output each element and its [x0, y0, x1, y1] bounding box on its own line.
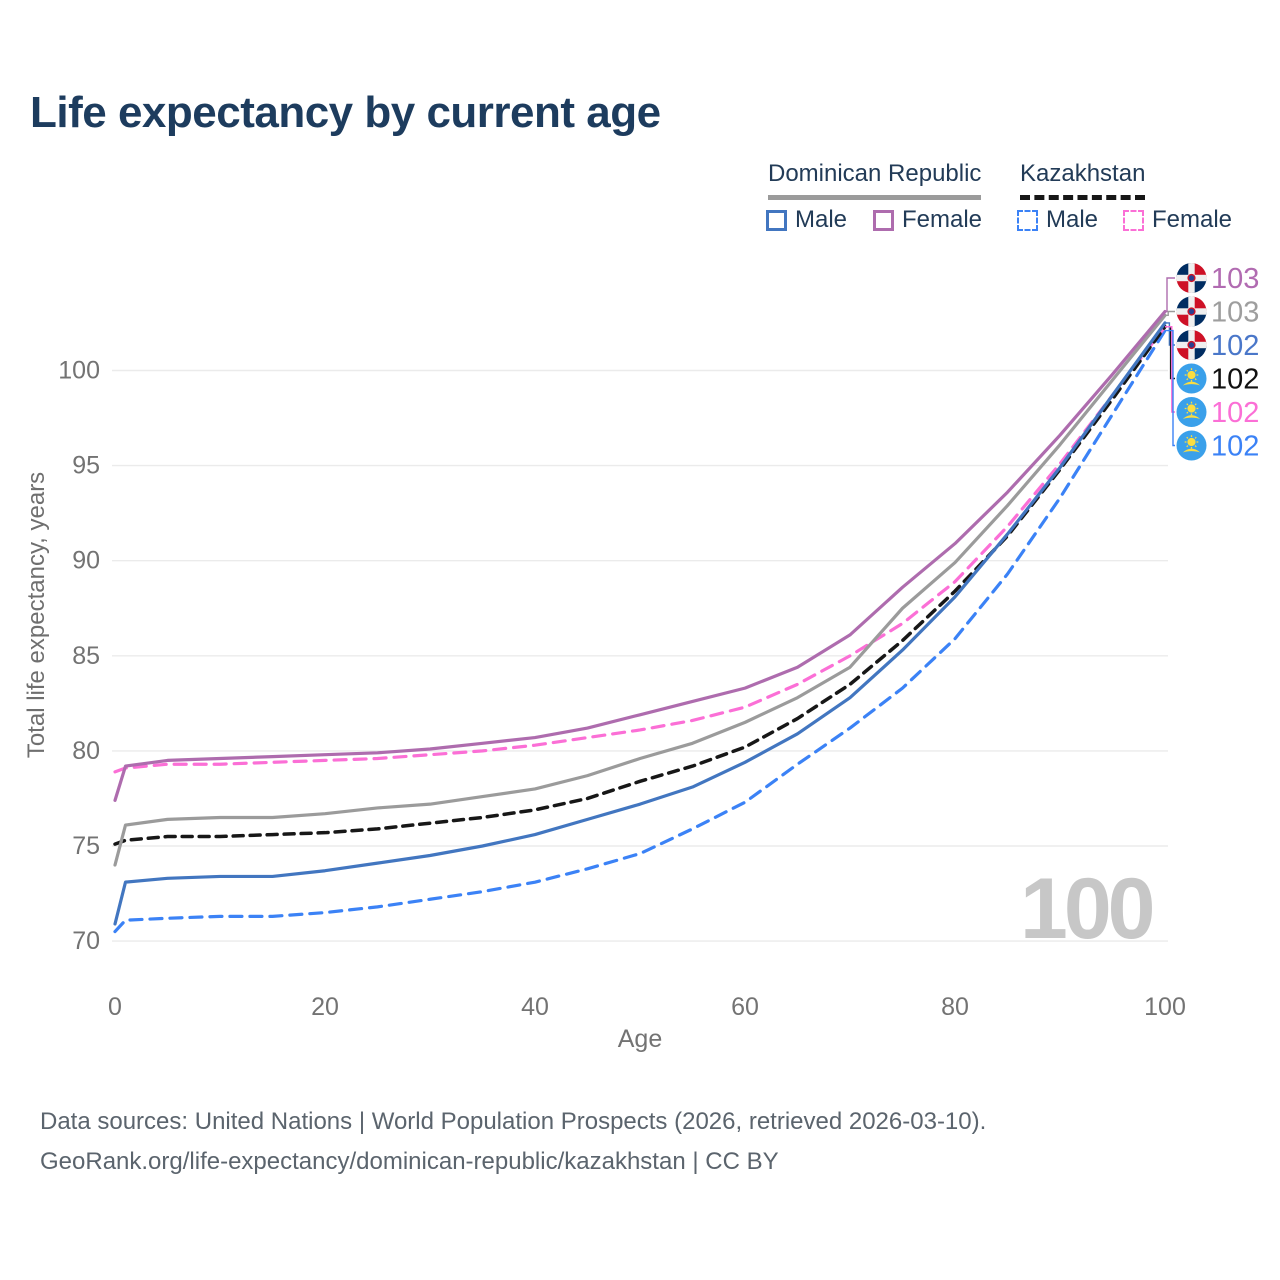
line-kazakhstan-male[interactable] [113, 328, 1167, 934]
y-tick-label: 80 [72, 737, 100, 765]
legend-item-label: Female [902, 206, 983, 233]
end-value-label-dominican-republic-male: 102 [1211, 330, 1259, 362]
legend-group-dominican-republic[interactable]: Dominican Republic [768, 160, 982, 200]
line-dominican-republic-male[interactable] [113, 321, 1167, 926]
legend-item-label: Male [795, 206, 848, 233]
attribution-note: GeoRank.org/life-expectancy/dominican-re… [40, 1148, 779, 1175]
x-axis-title: Age [618, 1025, 662, 1053]
y-tick-label: 70 [72, 927, 100, 955]
y-tick-label: 75 [72, 832, 100, 860]
legend-item-kz-male[interactable]: Male [1017, 206, 1098, 234]
dominican-republic-flag-icon [1176, 296, 1207, 327]
data-sources-note: Data sources: United Nations | World Pop… [40, 1108, 987, 1135]
dominican-republic-flag-icon [1176, 263, 1207, 293]
x-tick-label: 80 [941, 993, 969, 1021]
legend-item-dr-male[interactable]: Male [766, 206, 847, 234]
page-title: Life expectancy by current age [30, 88, 661, 137]
dominican-republic-flag-icon [1176, 330, 1207, 360]
y-tick-label: 85 [72, 642, 100, 670]
legend-item-kz-female[interactable]: Female [1123, 206, 1232, 234]
kazakhstan-flag-icon [1176, 430, 1207, 461]
x-tick-label: 0 [108, 993, 122, 1021]
x-tick-label: 60 [731, 993, 759, 1021]
y-tick-label: 90 [72, 547, 100, 575]
end-value-label-dominican-republic-female: 103 [1211, 263, 1259, 295]
legend-item-dr-female[interactable]: Female [873, 206, 982, 234]
kazakhstan-flag-icon [1176, 363, 1207, 394]
y-tick-label: 95 [72, 452, 100, 480]
dr-male-swatch-icon [766, 209, 787, 231]
legend-item-label: Female [1152, 206, 1233, 233]
end-value-label-kazakhstan-total: 102 [1211, 364, 1259, 396]
end-value-label-kazakhstan-male: 102 [1211, 431, 1259, 463]
end-value-label-dominican-republic-total: 103 [1211, 297, 1259, 329]
end-value-label-kazakhstan-female: 102 [1211, 397, 1259, 429]
kazakhstan-flag-icon [1176, 397, 1207, 427]
line-dominican-republic-total[interactable] [113, 313, 1167, 867]
x-tick-label: 40 [521, 993, 549, 1021]
legend-group-kazakhstan[interactable]: Kazakhstan [1020, 160, 1146, 200]
current-age-watermark: 100 [1020, 861, 1156, 957]
x-tick-label: 20 [311, 993, 339, 1021]
y-axis-title: Total life expectancy, years [23, 472, 50, 758]
y-tick-label: 100 [58, 357, 100, 385]
line-kazakhstan-female[interactable] [113, 325, 1167, 774]
line-kazakhstan-total[interactable] [113, 325, 1167, 846]
dr-female-swatch-icon [873, 209, 894, 231]
kz-male-swatch-icon [1017, 209, 1038, 231]
kz-female-swatch-icon [1123, 209, 1144, 231]
x-tick-label: 100 [1144, 993, 1186, 1021]
leader-line-dominican-republic-female [1165, 277, 1175, 313]
line-dominican-republic-female[interactable] [113, 309, 1167, 802]
leader-line-dominican-republic-total [1165, 310, 1175, 317]
legend-item-label: Male [1046, 206, 1099, 233]
leader-line-kazakhstan-male [1165, 329, 1175, 447]
